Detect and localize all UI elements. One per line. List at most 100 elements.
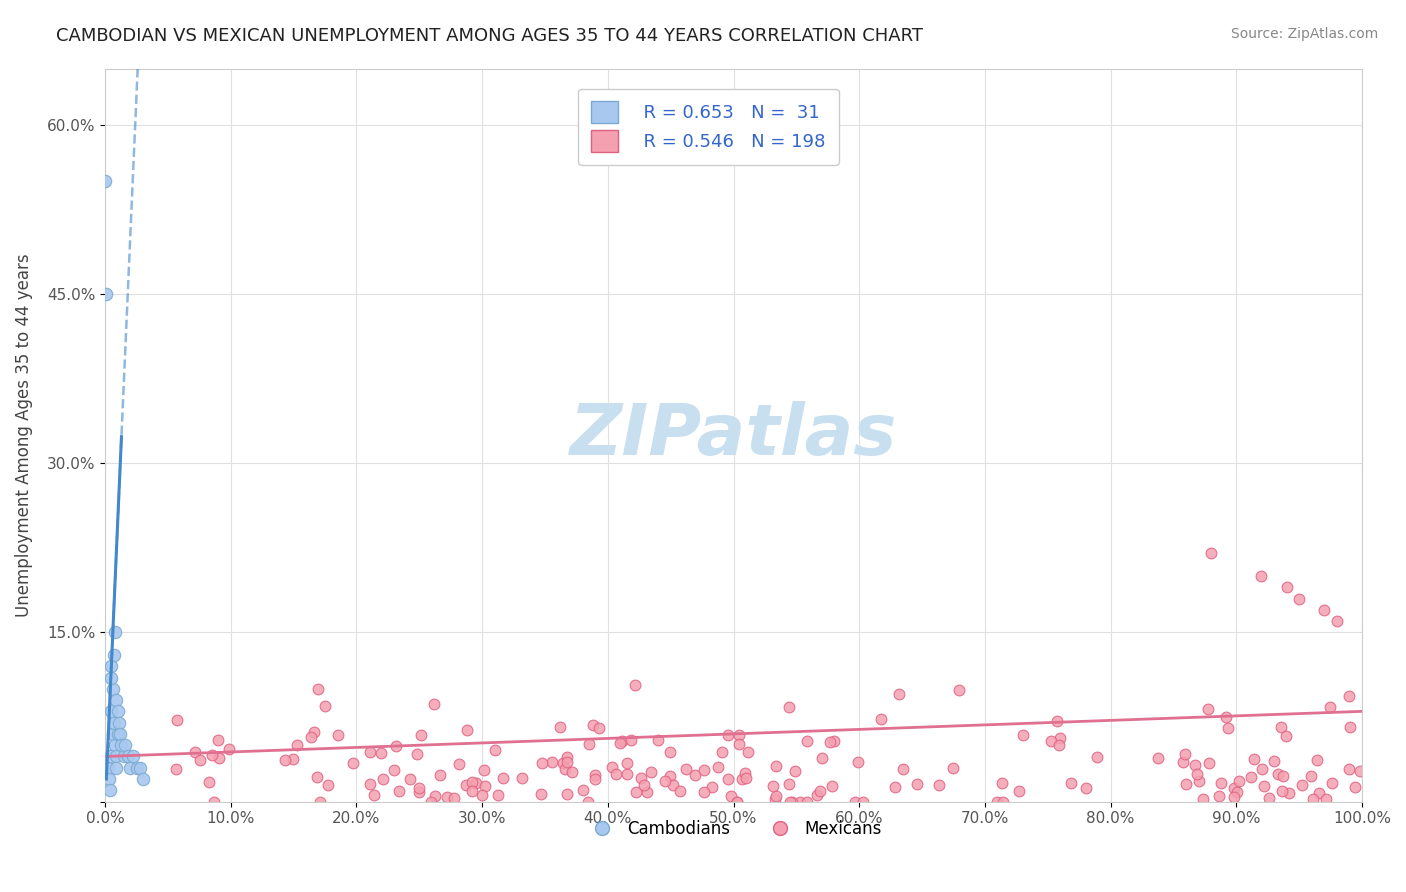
Mexicans: [1271, 783, 1294, 797]
Mexicans: [474, 779, 496, 793]
Mexicans: [659, 769, 682, 783]
Mexicans: [285, 739, 308, 753]
Mexicans: [1263, 754, 1285, 768]
Mexicans: [647, 732, 669, 747]
Mexicans: [693, 763, 716, 777]
Mexicans: [198, 775, 221, 789]
Mexicans: [1223, 789, 1246, 804]
Mexicans: [555, 755, 578, 769]
Mexicans: [1215, 710, 1237, 724]
Mexicans: [710, 745, 733, 759]
Mexicans: [576, 795, 599, 809]
Text: CAMBODIAN VS MEXICAN UNEMPLOYMENT AMONG AGES 35 TO 44 YEARS CORRELATION CHART: CAMBODIAN VS MEXICAN UNEMPLOYMENT AMONG …: [56, 27, 924, 45]
Legend: Cambodians, Mexicans: Cambodians, Mexicans: [578, 814, 889, 845]
Mexicans: [1008, 783, 1031, 797]
Y-axis label: Unemployment Among Ages 35 to 44 years: Unemployment Among Ages 35 to 44 years: [15, 253, 32, 617]
Mexicans: [811, 751, 834, 765]
Mexicans: [734, 765, 756, 780]
Mexicans: [991, 775, 1014, 789]
Mexicans: [675, 763, 697, 777]
Mexicans: [486, 788, 509, 802]
Mexicans: [1348, 764, 1371, 779]
Cambodians: [105, 693, 128, 707]
Mexicans: [763, 792, 786, 806]
Mexicans: [852, 795, 875, 809]
Mexicans: [1211, 776, 1233, 790]
Mexicans: [578, 737, 600, 751]
Mexicans: [555, 787, 578, 801]
Cambodians: [98, 783, 121, 797]
Mexicans: [717, 772, 740, 786]
Mexicans: [693, 785, 716, 799]
Cambodians: [114, 738, 136, 752]
Mexicans: [555, 749, 578, 764]
Mexicans: [218, 742, 240, 756]
Mexicans: [1337, 690, 1360, 704]
Mexicans: [583, 767, 606, 781]
Mexicans: [728, 737, 751, 751]
Mexicans: [1277, 786, 1299, 800]
Cambodians: [132, 772, 155, 786]
Cambodians: [105, 761, 128, 775]
Mexicans: [1191, 792, 1213, 806]
Mexicans: [796, 734, 818, 748]
Text: ZIPatlas: ZIPatlas: [569, 401, 897, 469]
Mexicans: [491, 771, 513, 785]
Mexicans: [820, 734, 842, 748]
Mexicans: [889, 687, 911, 701]
Mexicans: [461, 784, 484, 798]
Mexicans: [844, 795, 866, 809]
Cambodians: [101, 727, 124, 741]
Mexicans: [870, 712, 893, 726]
Mexicans: [399, 772, 422, 786]
Mexicans: [1175, 777, 1198, 791]
Mexicans: [408, 781, 430, 796]
Mexicans: [1185, 767, 1208, 781]
Mexicans: [299, 730, 322, 744]
Cambodians: [107, 727, 129, 741]
Mexicans: [423, 789, 446, 803]
Mexicans: [725, 795, 748, 809]
Mexicans: [461, 775, 484, 789]
Mexicans: [1267, 767, 1289, 781]
Mexicans: [1337, 762, 1360, 776]
Mexicans: [846, 755, 869, 769]
Mexicans: [1288, 591, 1310, 606]
Cambodians: [104, 738, 127, 752]
Mexicans: [1243, 752, 1265, 766]
Mexicans: [406, 747, 429, 761]
Mexicans: [208, 751, 231, 765]
Cambodians: [110, 738, 132, 752]
Text: Source: ZipAtlas.com: Source: ZipAtlas.com: [1230, 27, 1378, 41]
Mexicans: [1174, 747, 1197, 762]
Mexicans: [600, 760, 623, 774]
Mexicans: [1302, 792, 1324, 806]
Mexicans: [582, 718, 605, 732]
Mexicans: [184, 745, 207, 759]
Mexicans: [720, 789, 742, 803]
Mexicans: [823, 733, 845, 747]
Mexicans: [408, 785, 430, 799]
Cambodians: [97, 772, 120, 786]
Mexicans: [385, 739, 408, 753]
Mexicans: [1270, 720, 1292, 734]
Mexicans: [1240, 770, 1263, 784]
Mexicans: [808, 783, 831, 797]
Cambodians: [105, 749, 128, 764]
Mexicans: [484, 743, 506, 757]
Mexicans: [605, 767, 627, 781]
Mexicans: [986, 795, 1008, 809]
Mexicans: [948, 683, 970, 698]
Mexicans: [1208, 789, 1230, 803]
Mexicans: [1085, 749, 1108, 764]
Mexicans: [991, 795, 1014, 809]
Mexicans: [654, 773, 676, 788]
Mexicans: [382, 763, 405, 777]
Mexicans: [443, 791, 465, 805]
Mexicans: [1147, 751, 1170, 765]
Mexicans: [550, 720, 572, 734]
Mexicans: [616, 756, 638, 771]
Mexicans: [449, 756, 471, 771]
Mexicans: [165, 762, 187, 776]
Mexicans: [1275, 580, 1298, 594]
